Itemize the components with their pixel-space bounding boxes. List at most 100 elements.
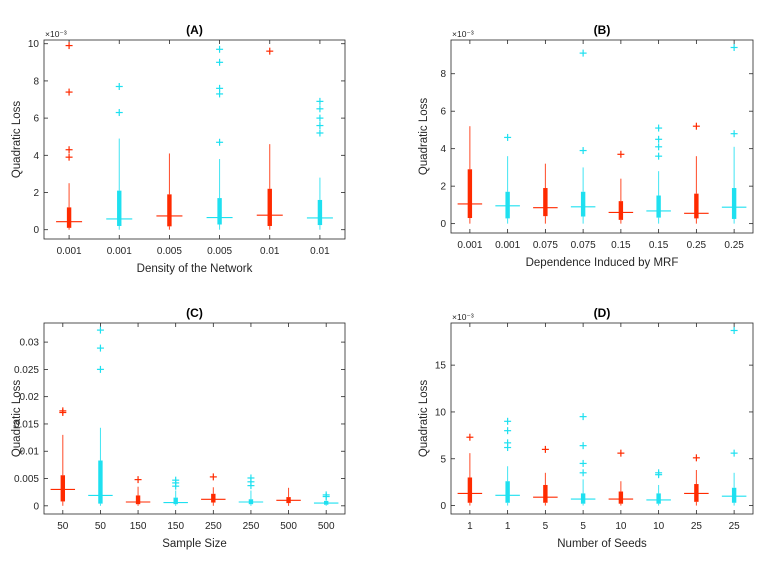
outlier-marker — [579, 49, 587, 57]
y-tick-label: 0.03 — [20, 338, 40, 349]
box-3 — [163, 476, 188, 506]
outlier-marker — [115, 109, 123, 117]
box-body — [618, 491, 624, 504]
chart-title: (D) — [594, 306, 611, 320]
panel-c: 0 0.005 0.01 0.015 0.02 0.025 0.03 50 50 150 150 25… — [11, 306, 346, 550]
x-tick-label: 0.25 — [724, 240, 744, 251]
box-body — [66, 207, 72, 228]
x-tick-label: 0.01 — [310, 246, 330, 257]
box-7 — [313, 491, 339, 506]
box-body — [317, 199, 323, 226]
outlier-marker — [172, 482, 180, 490]
y-tick-label: 10 — [28, 39, 40, 50]
box-1 — [495, 417, 520, 506]
box-4 — [201, 473, 226, 506]
box-5 — [238, 474, 264, 506]
x-tick-label: 0.001 — [57, 246, 82, 257]
outlier-marker — [617, 150, 625, 158]
outlier-marker — [65, 42, 73, 50]
box-0 — [457, 126, 483, 224]
box-7 — [721, 326, 747, 506]
outlier-marker — [579, 413, 587, 421]
y-tick-label: 0.015 — [14, 419, 39, 430]
box-3 — [570, 413, 596, 506]
box-body — [731, 487, 737, 503]
box-body — [467, 169, 473, 219]
box-body — [117, 190, 122, 226]
x-tick-label: 10 — [653, 521, 665, 532]
panel-a: 0 2 4 6 8 10 0.001 0.001 0.005 0.005 0.01 0.01 (A) De… — [11, 23, 346, 275]
x-tick-label: 0.075 — [571, 240, 596, 251]
box-body — [618, 201, 624, 220]
box-body — [217, 198, 222, 225]
outlier-marker — [96, 344, 104, 352]
box-body — [505, 481, 510, 503]
outlier-marker — [115, 82, 123, 90]
y-tick-label: 6 — [440, 107, 446, 118]
x-axis-label: Dependence Induced by MRF — [526, 257, 679, 269]
x-tick-label: 10 — [615, 521, 627, 532]
outlier-marker — [316, 114, 324, 122]
outlier-marker — [247, 482, 255, 490]
y-tick-label: 5 — [440, 454, 446, 465]
box-body — [656, 493, 661, 504]
y-tick-label: 15 — [435, 361, 447, 372]
y-axis-label: Quadratic Loss — [418, 98, 430, 176]
outlier-marker — [216, 58, 224, 66]
x-tick-label: 0.005 — [207, 246, 232, 257]
outlier-marker — [579, 147, 587, 155]
box-body — [505, 191, 510, 219]
box-0 — [457, 433, 483, 506]
x-axis-label: Density of the Network — [137, 263, 253, 275]
axes-frame — [43, 322, 346, 515]
outlier-marker — [216, 90, 224, 98]
axes-frame — [450, 322, 754, 515]
outlier-marker — [266, 47, 274, 55]
box-4 — [608, 150, 634, 224]
y-exponent-label: ×10⁻³ — [452, 29, 474, 39]
outlier-marker — [730, 449, 738, 457]
box-1 — [106, 82, 133, 230]
x-tick-label: 500 — [318, 521, 335, 532]
y-exponent-label: ×10⁻³ — [452, 312, 474, 322]
box-6 — [684, 454, 709, 506]
outlier-marker — [504, 417, 512, 425]
chart-title: (C) — [186, 306, 203, 320]
box-7 — [721, 43, 747, 224]
outlier-marker — [579, 469, 587, 477]
x-tick-label: 0.001 — [457, 240, 482, 251]
outlier-marker — [655, 124, 663, 132]
y-axis-label: Quadratic Loss — [11, 101, 23, 179]
box-4 — [256, 47, 283, 230]
y-tick-label: 6 — [33, 114, 39, 125]
box-2 — [156, 153, 183, 230]
outlier-marker — [65, 146, 73, 154]
box-0 — [56, 42, 83, 230]
box-body — [98, 460, 103, 504]
x-axis-label: Sample Size — [162, 538, 227, 550]
outlier-marker — [65, 153, 73, 161]
box-5 — [646, 469, 671, 506]
outlier-marker — [316, 105, 324, 113]
x-tick-label: 25 — [691, 521, 703, 532]
outlier-marker — [504, 444, 512, 452]
x-tick-label: 250 — [205, 521, 222, 532]
outlier-marker — [655, 135, 663, 143]
x-tick-label: 50 — [95, 521, 107, 532]
x-tick-label: 50 — [57, 521, 69, 532]
outlier-marker — [134, 476, 142, 484]
box-body — [694, 193, 699, 219]
outlier-marker — [579, 442, 587, 450]
outlier-marker — [730, 326, 738, 334]
outlier-marker — [209, 473, 217, 481]
outlier-marker — [541, 445, 549, 453]
x-tick-label: 150 — [130, 521, 147, 532]
axes-frame — [43, 39, 346, 240]
box-1 — [88, 326, 113, 506]
outlier-marker — [466, 433, 474, 441]
outlier-marker — [65, 88, 73, 96]
y-tick-label: 0 — [33, 501, 39, 512]
outlier-marker — [730, 130, 738, 138]
box-5 — [306, 97, 333, 230]
